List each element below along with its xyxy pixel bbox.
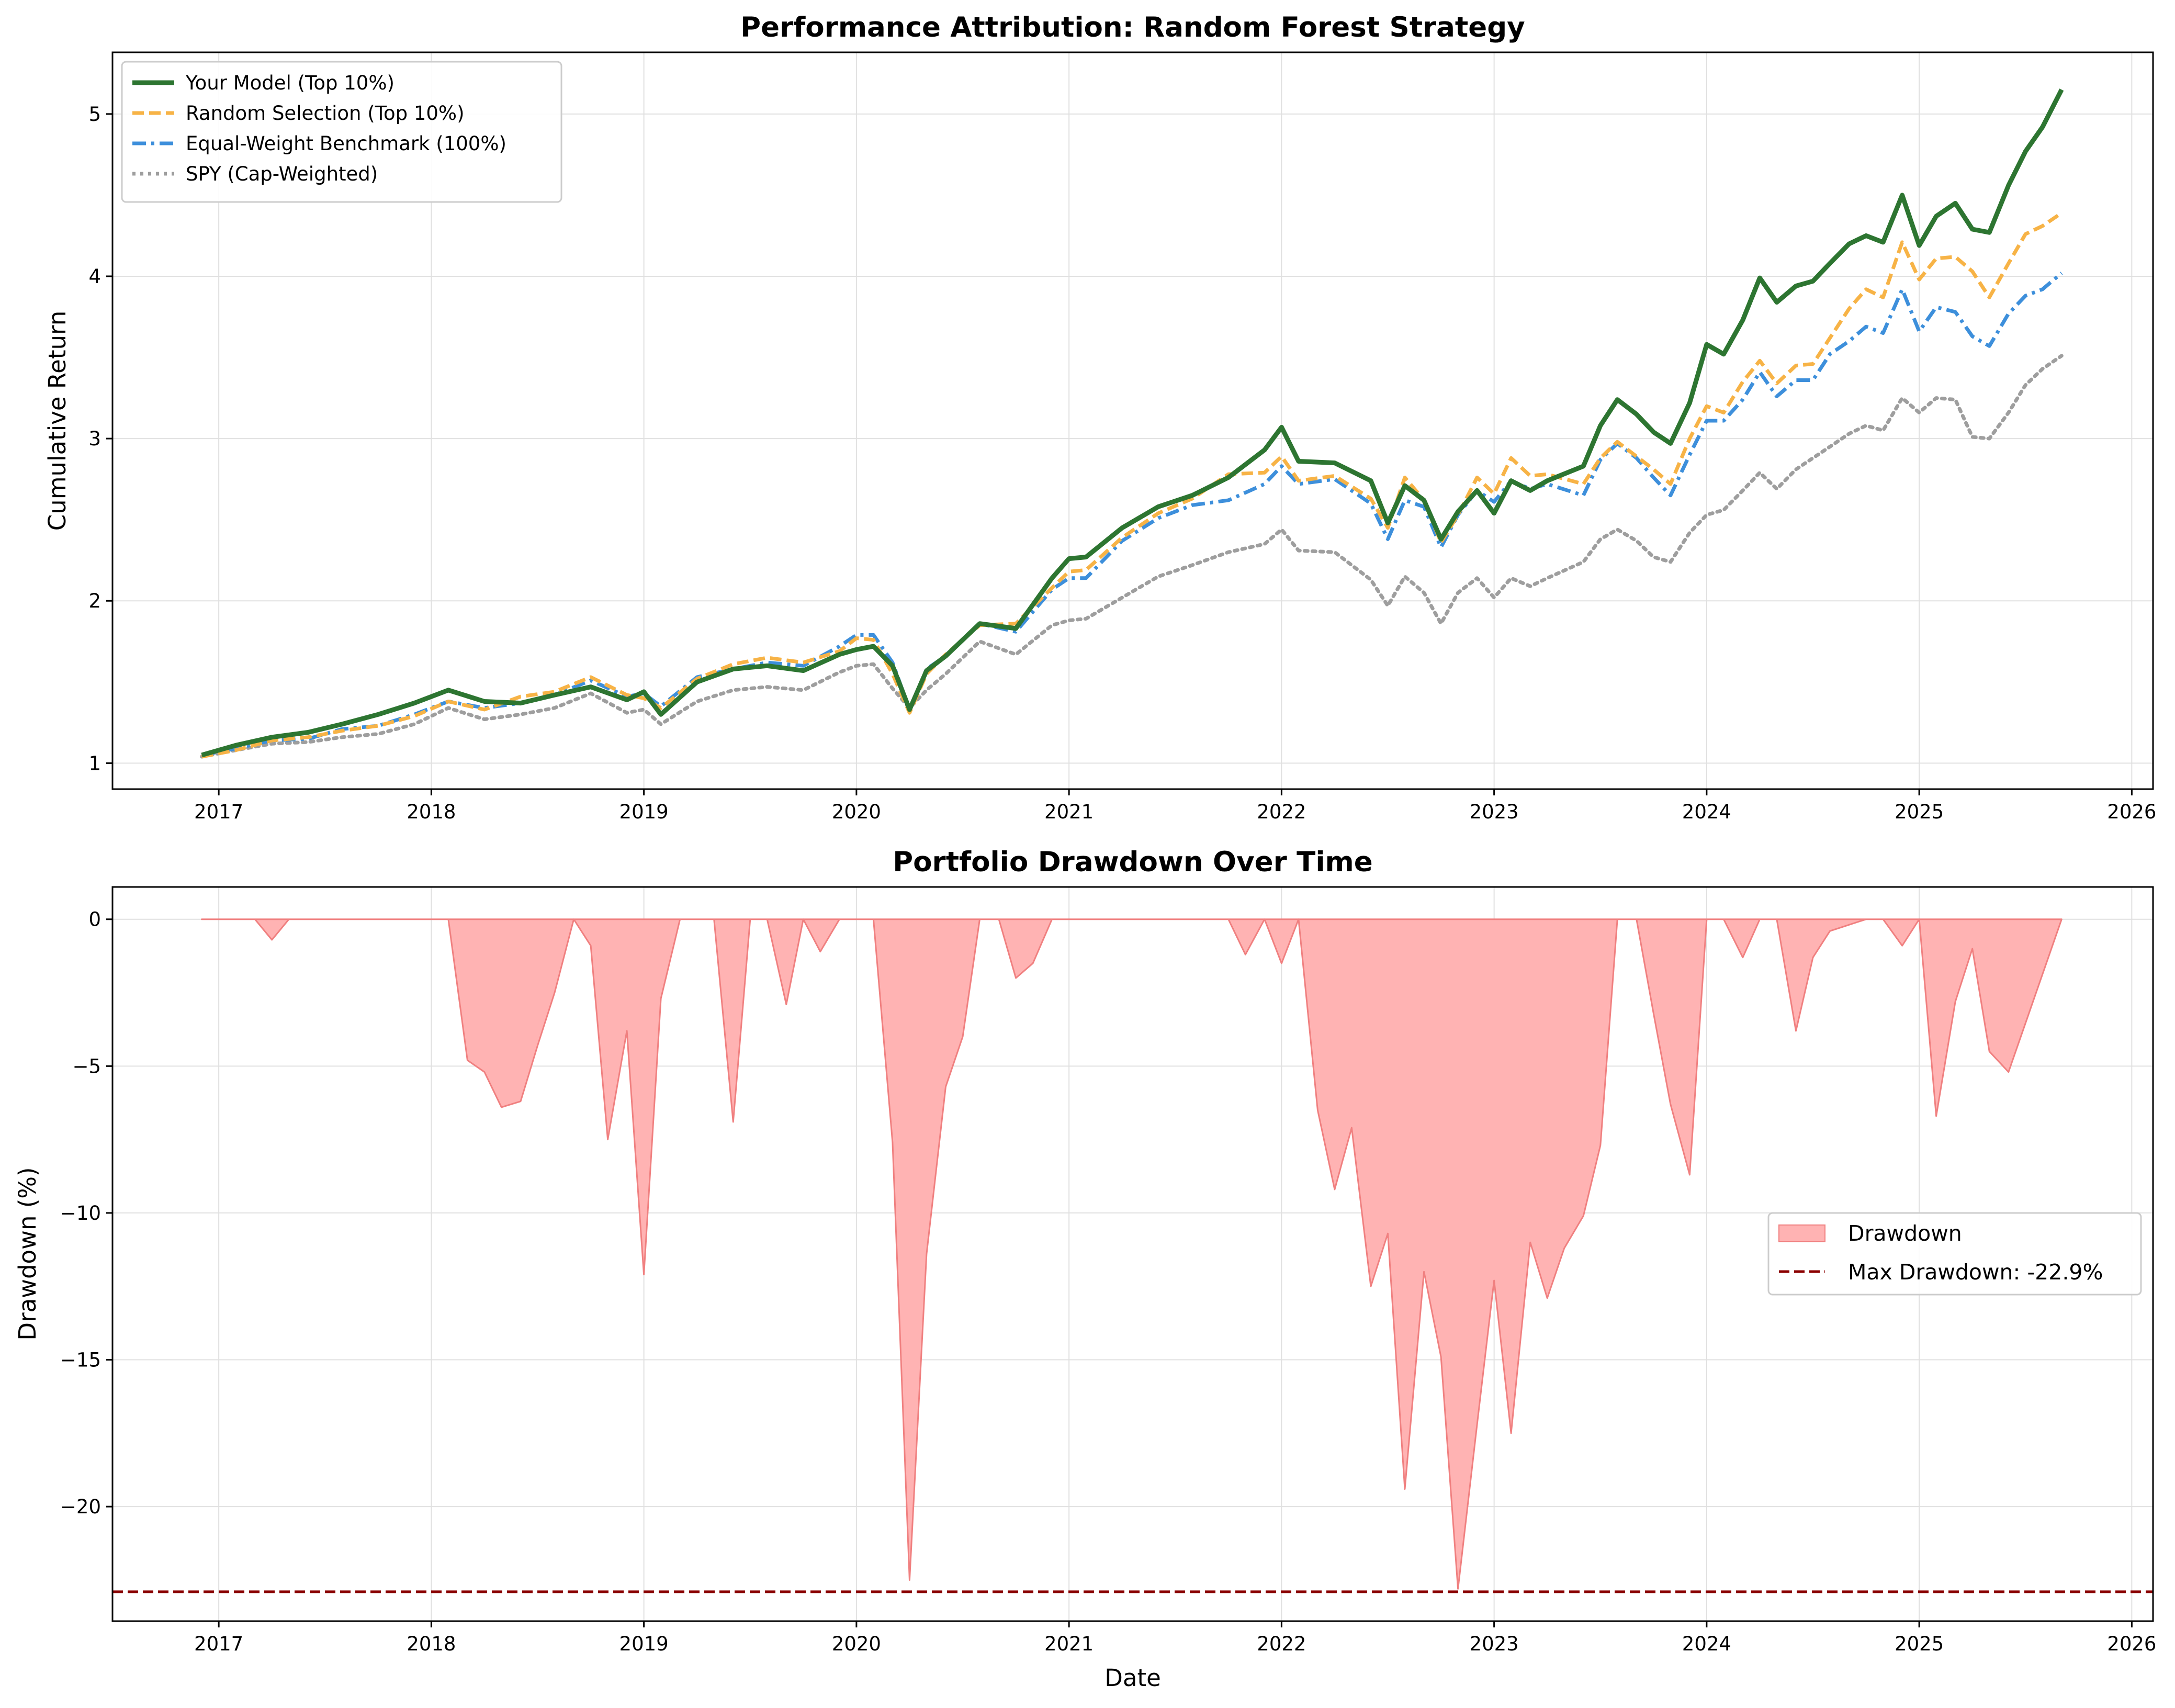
bottom-x-tick-label: 2026 <box>2107 1633 2156 1655</box>
top-x-tick-label: 2026 <box>2107 801 2156 823</box>
bottom-y-tick-label: −15 <box>60 1349 101 1372</box>
legend-label-your-model: Your Model (Top 10%) <box>185 72 395 94</box>
top-x-tick-label: 2025 <box>1895 801 1944 823</box>
bottom-y-tick-label: −20 <box>60 1496 101 1518</box>
top-x-tick-label: 2024 <box>1682 801 1731 823</box>
bottom-chart-title: Portfolio Drawdown Over Time <box>893 846 1372 878</box>
legend-label-max-drawdown: Max Drawdown: -22.9% <box>1848 1260 2103 1285</box>
bottom-series-group <box>112 918 2153 1593</box>
top-chart-panel: Performance Attribution: Random Forest S… <box>43 12 2156 823</box>
bottom-x-tick-label: 2024 <box>1682 1633 1731 1655</box>
bottom-plot-frame <box>111 886 2154 1622</box>
bottom-chart-panel: Portfolio Drawdown Over Time 2017 2018 201… <box>14 846 2156 1692</box>
bottom-x-ticks: 2017 2018 2019 2020 2021 2022 2023 2024 2025 2026 <box>194 1621 2156 1655</box>
top-legend-box <box>121 61 562 203</box>
legend-swatch-drawdown <box>1778 1224 1825 1242</box>
top-x-ticks: 2017 2018 2019 2020 2021 2022 2023 2024 2025 2026 <box>194 789 2156 823</box>
bottom-x-tick-label: 2017 <box>194 1633 243 1655</box>
bottom-y-tick-label: −5 <box>72 1055 101 1077</box>
bottom-y-tick-label: 0 <box>88 908 101 931</box>
top-x-tick-label: 2021 <box>1044 801 1094 823</box>
top-x-tick-label: 2019 <box>619 801 669 823</box>
top-y-tick-label: 1 <box>88 752 101 774</box>
top-y-tick-label: 5 <box>88 103 101 126</box>
bottom-y-axis-label: Drawdown (%) <box>14 1167 41 1340</box>
legend-label-equal-weight: Equal-Weight Benchmark (100%) <box>186 132 506 155</box>
bottom-x-tick-label: 2021 <box>1044 1633 1094 1655</box>
series-line-spy-cap-weighted <box>200 354 2064 759</box>
bottom-y-ticks: 0 −5 −10 −15 −20 <box>60 908 112 1518</box>
top-y-ticks: 1 2 3 4 5 <box>88 103 112 774</box>
top-x-tick-label: 2020 <box>832 801 881 823</box>
drawdown-area <box>201 918 2063 1590</box>
top-y-tick-label: 3 <box>88 428 101 450</box>
top-x-tick-label: 2022 <box>1257 801 1306 823</box>
bottom-x-tick-label: 2023 <box>1470 1633 1519 1655</box>
series-line-your-model-top-10 <box>201 88 2064 758</box>
bottom-x-tick-label: 2019 <box>619 1633 669 1655</box>
top-plot-frame <box>111 51 2154 790</box>
top-series-group <box>200 88 2064 759</box>
series-line-random-selection-top-10 <box>201 211 2063 759</box>
top-x-tick-label: 2023 <box>1470 801 1519 823</box>
top-y-tick-label: 2 <box>88 590 101 612</box>
top-chart-title: Performance Attribution: Random Forest S… <box>740 12 1525 43</box>
top-x-tick-label: 2017 <box>194 801 243 823</box>
bottom-x-tick-label: 2022 <box>1257 1633 1306 1655</box>
bottom-legend: Drawdown Max Drawdown: -22.9% <box>1767 1212 2142 1296</box>
top-legend: Your Model (Top 10%) Random Selection (T… <box>121 61 562 203</box>
legend-label-drawdown: Drawdown <box>1848 1221 1962 1246</box>
top-y-axis-label: Cumulative Return <box>43 311 71 531</box>
top-x-tick-label: 2018 <box>407 801 456 823</box>
bottom-x-axis-label: Date <box>1105 1664 1161 1692</box>
legend-label-random-selection: Random Selection (Top 10%) <box>186 102 465 125</box>
top-y-tick-label: 4 <box>88 265 101 288</box>
bottom-y-tick-label: −10 <box>60 1202 101 1224</box>
bottom-legend-box <box>1767 1212 2142 1296</box>
bottom-x-tick-label: 2018 <box>407 1633 456 1655</box>
bottom-x-tick-label: 2020 <box>832 1633 881 1655</box>
legend-label-spy: SPY (Cap-Weighted) <box>186 163 378 185</box>
bottom-x-tick-label: 2025 <box>1895 1633 1944 1655</box>
